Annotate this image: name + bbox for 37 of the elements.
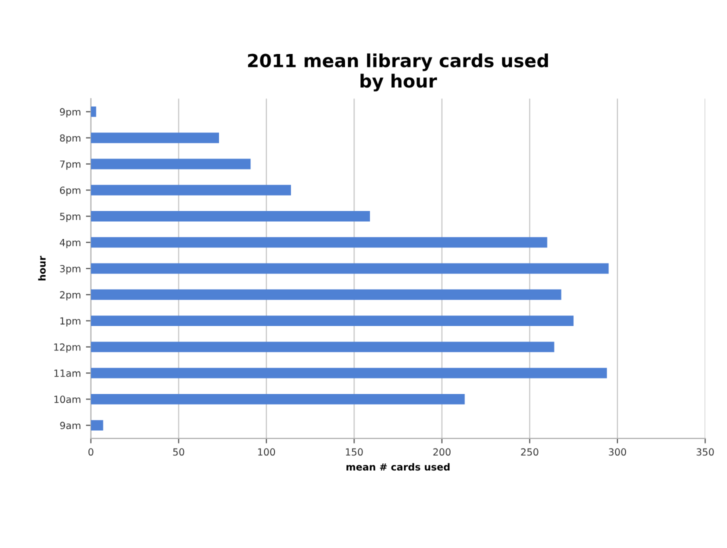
bar [90, 289, 562, 300]
x-tick-label: 50 [173, 448, 184, 456]
y-tick-label: 7pm [60, 160, 80, 170]
y-tick-label: 5pm [60, 212, 80, 222]
bar [90, 342, 554, 352]
x-tick-label: 150 [346, 448, 363, 456]
y-tick-label: 10am [54, 396, 80, 404]
x-tick-label: 350 [696, 448, 714, 456]
x-tick-label: 100 [258, 448, 276, 456]
bar [90, 184, 291, 196]
x-tick-label: 200 [433, 448, 451, 456]
y-tick-label: 12pm [54, 343, 80, 353]
bar [90, 394, 465, 404]
y-tick-label: 11am [54, 370, 80, 377]
bar [90, 316, 574, 326]
y-tick-label: 9am [60, 422, 80, 430]
bar [90, 237, 548, 248]
bar [90, 106, 96, 117]
y-tick-label: 2pm [60, 291, 80, 300]
bar [90, 132, 220, 144]
bar [90, 263, 609, 274]
bar [90, 420, 104, 431]
y-tick-label: 9pm [60, 108, 80, 118]
chart-title: 2011 mean library cards used by hour [248, 53, 548, 92]
bar [90, 158, 251, 170]
bar [90, 211, 370, 222]
y-tick-label: 6pm [60, 186, 80, 196]
bar [90, 368, 607, 378]
y-tick-label: 4pm [60, 238, 80, 248]
x-tick-label: 0 [88, 448, 94, 456]
x-tick-label: 300 [608, 448, 626, 456]
y-axis-title: hour [38, 256, 46, 280]
x-axis-title: mean # cards used [346, 463, 450, 471]
y-tick-label: 1pm [60, 317, 80, 327]
y-tick-label: 3pm [60, 265, 80, 274]
y-tick-label: 8pm [60, 134, 80, 144]
x-tick-label: 250 [521, 448, 538, 456]
